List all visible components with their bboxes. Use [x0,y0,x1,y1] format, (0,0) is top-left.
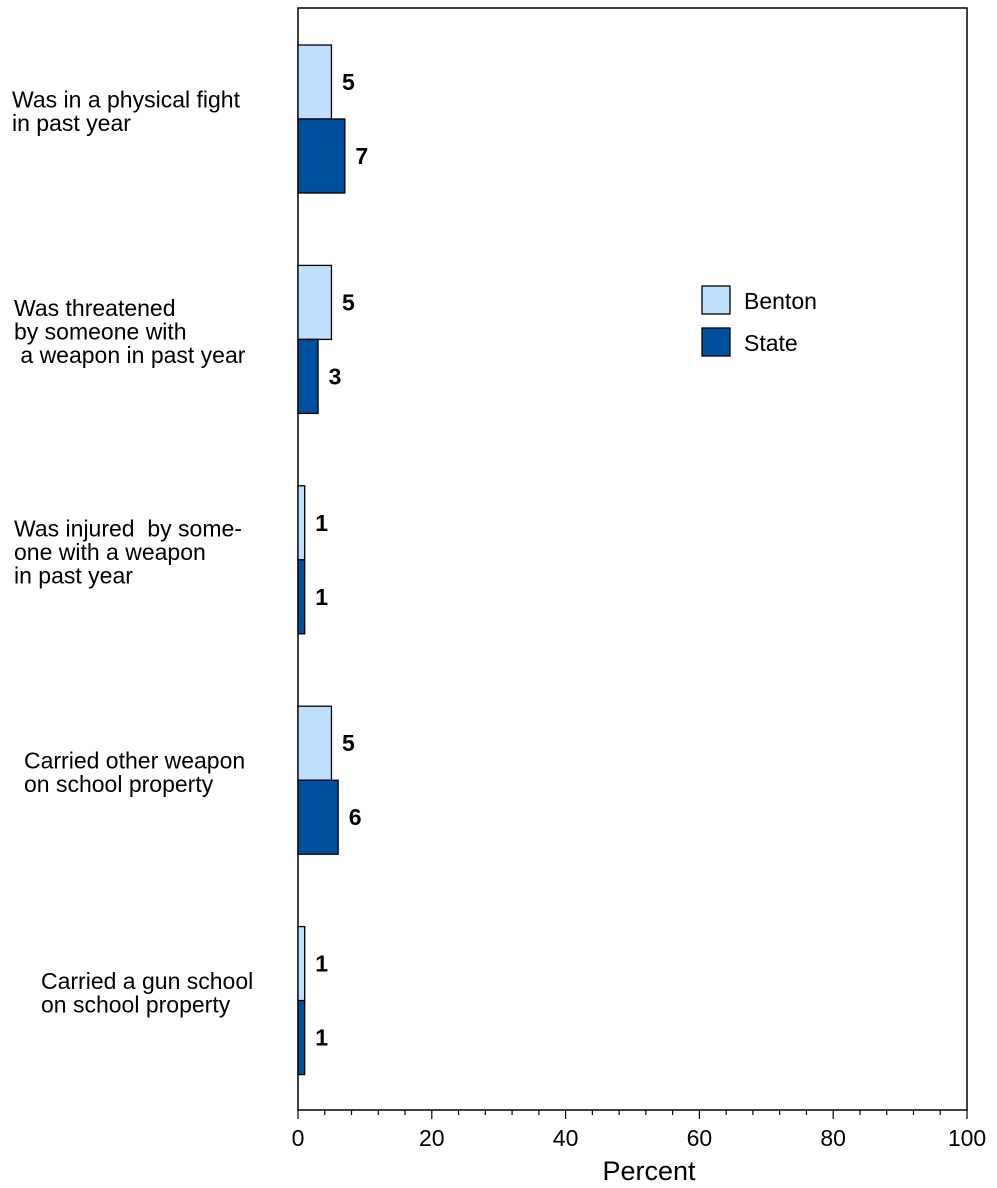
category-label-line: one with a weapon [14,539,206,565]
x-tick-label: 0 [292,1125,305,1151]
bar-benton [297,44,333,120]
value-labels: 5 7 5 3 1 1 5 6 1 1 [315,69,368,1051]
category-label-line: Was injured by some- [14,515,242,541]
category-label-line: by someone with [14,318,187,344]
x-tick-label: 60 [687,1125,713,1151]
legend-label-state: State [744,330,798,356]
category-label-line: Was threatened [14,295,176,321]
legend-label-benton: Benton [744,288,817,314]
legend-swatch-state [701,327,731,357]
category-label: Was threatened by someone with a weapon i… [14,295,246,368]
plot-frame [297,7,968,1111]
category-label: Carried a gun school on school property [41,968,253,1018]
data-label-state: 6 [349,804,362,830]
bar-state [297,118,346,194]
bar-benton [297,925,306,1002]
category-label-line: Carried a gun school [41,968,253,994]
category-label-line: in past year [14,562,133,588]
category-label: Was in a physical fight in past year [12,86,241,136]
data-label-state: 3 [329,363,342,389]
x-tick-label: 100 [948,1125,986,1151]
category-label-line: Was in a physical fight [12,86,241,112]
data-label-benton: 5 [342,69,355,95]
bar-benton [297,485,306,561]
bar-state [297,999,306,1076]
data-label-state: 7 [355,143,368,169]
category-label-line: a weapon in past year [14,342,246,368]
x-axis-title: Percent [602,1156,696,1186]
category-label: Was injured by some-one with a weapon in … [14,515,242,588]
bars [297,44,346,1076]
category-label-line: in past year [12,110,131,136]
x-tick-label: 20 [419,1125,445,1151]
bar-state [297,338,319,415]
category-label: Carried other weapon on school property [24,747,245,797]
legend: Benton State [701,285,817,357]
bar-state [297,559,306,635]
x-tick-label: 40 [553,1125,579,1151]
bar-state [297,779,339,855]
category-label-line: on school property [24,771,214,797]
category-label-line: Carried other weapon [24,747,245,773]
data-label-benton: 5 [342,289,355,315]
bar-benton [297,264,333,341]
x-axis-ticks: 0 20 40 60 80 100 [292,1110,986,1151]
data-label-benton: 1 [315,951,328,977]
data-label-state: 1 [315,1025,328,1051]
category-label-line: on school property [41,991,231,1017]
data-label-state: 1 [315,584,328,610]
bar-benton [297,705,333,781]
x-tick-label: 80 [820,1125,846,1151]
legend-swatch-benton [701,285,731,315]
data-label-benton: 1 [315,510,328,536]
data-label-benton: 5 [342,730,355,756]
